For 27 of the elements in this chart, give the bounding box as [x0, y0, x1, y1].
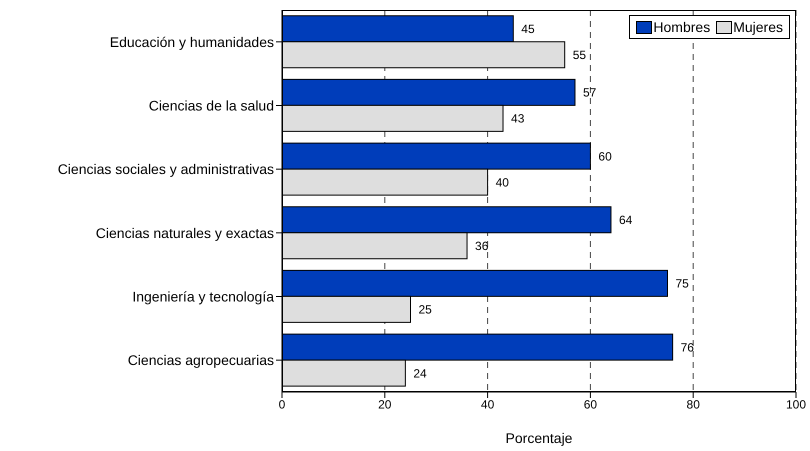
x-axis-title: Porcentaje — [506, 430, 573, 446]
data-label: 55 — [572, 48, 586, 62]
y-tick-label: Ciencias sociales y administrativas — [58, 161, 274, 178]
y-tick-label: Ciencias naturales y exactas — [96, 224, 274, 241]
x-tick-label: 40 — [480, 398, 495, 412]
legend-label: Mujeres — [733, 19, 783, 35]
data-label: 64 — [618, 212, 633, 227]
data-label: 40 — [496, 175, 510, 190]
data-label: 76 — [680, 340, 694, 354]
legend-label: Hombres — [653, 19, 710, 35]
x-tick-label: 80 — [686, 398, 700, 412]
x-tick-label: 0 — [278, 398, 286, 412]
y-tick-label: Ingeniería y tecnología — [132, 288, 274, 304]
data-label: 43 — [511, 112, 525, 126]
data-label: 60 — [598, 149, 612, 164]
data-label: 57 — [582, 86, 597, 100]
x-tick-label: 20 — [378, 398, 392, 412]
x-tick-label: 100 — [786, 398, 806, 412]
data-label: 25 — [418, 302, 432, 317]
y-tick-label: Ciencias de la salud — [148, 97, 274, 114]
y-tick-label: Ciencias agropecuarias — [128, 352, 274, 368]
data-label: 75 — [676, 276, 690, 291]
y-tick-label: Educación y humanidades — [110, 34, 274, 50]
x-tick-label: 60 — [584, 398, 598, 412]
data-label: 24 — [413, 366, 428, 380]
data-label: 45 — [521, 22, 535, 36]
data-label: 36 — [475, 238, 489, 253]
